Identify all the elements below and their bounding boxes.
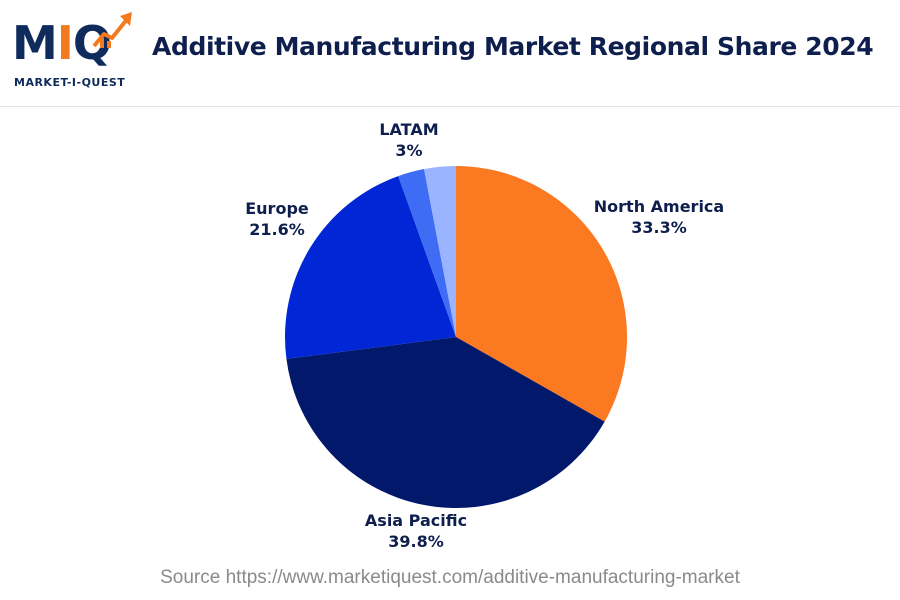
slice-value-north-america: 33.3% — [631, 218, 687, 237]
logo-letter-m: M — [12, 16, 58, 70]
slice-value-europe: 21.6% — [249, 220, 305, 239]
source-note: Source https://www.marketiquest.com/addi… — [160, 567, 740, 588]
pie-slice-latam[interactable] — [424, 166, 456, 337]
pie-slice-other-3[interactable] — [398, 169, 456, 337]
logo-subtitle: MARKET-I-QUEST — [14, 76, 126, 89]
pie-chart: North America 33.3% Asia Pacific 39.8% Europ… — [245, 120, 724, 551]
slice-value-asia-pacific: 39.8% — [388, 532, 444, 551]
logo-letter-q: Q — [72, 16, 112, 70]
header: MIQ MARKET-I-QUEST Additive Manufacturin… — [0, 0, 900, 107]
pie-slice-asia-pacific[interactable] — [286, 337, 605, 508]
logo-letter-i: I — [56, 16, 74, 70]
slice-label-north-america: North America — [594, 197, 724, 216]
slice-label-asia-pacific: Asia Pacific — [365, 511, 467, 530]
slice-value-latam: 3% — [395, 141, 422, 160]
slice-label-europe: Europe — [245, 199, 309, 218]
chart-title: Additive Manufacturing Market Regional S… — [152, 32, 874, 61]
pie-slice-north-america[interactable] — [456, 166, 627, 422]
market-i-quest-logo[interactable]: MIQ MARKET-I-QUEST — [12, 8, 142, 98]
logo-letters: MIQ — [12, 20, 112, 66]
pie-slice-europe[interactable] — [284, 176, 456, 359]
slice-label-latam: LATAM — [379, 120, 438, 139]
growth-arrow-icon — [92, 12, 132, 48]
